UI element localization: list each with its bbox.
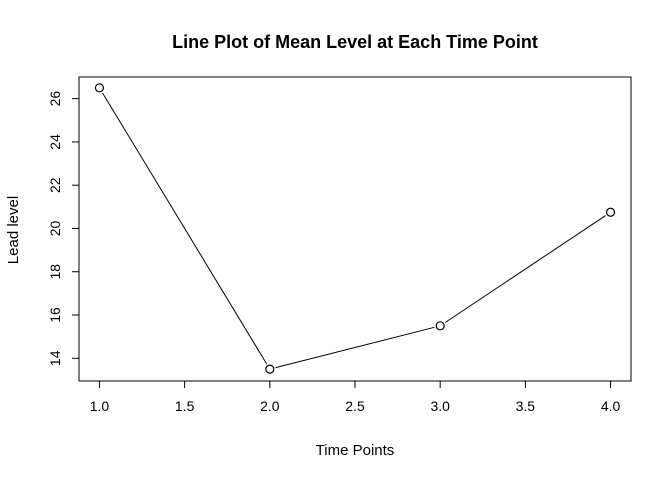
chart-title: Line Plot of Mean Level at Each Time Poi… (172, 32, 538, 52)
y-tick-label: 16 (47, 307, 63, 323)
data-point (435, 321, 445, 331)
x-tick-label: 2.5 (345, 398, 365, 414)
data-point (94, 83, 105, 93)
x-tick-label: 3.5 (516, 398, 536, 414)
x-tick-label: 4.0 (601, 398, 621, 414)
x-tick-label: 2.0 (260, 398, 280, 414)
series-layer (94, 83, 616, 374)
x-axis: 1.0 1.5 2.0 2.5 3.0 3.5 4.0 (90, 380, 621, 414)
data-point (605, 207, 616, 217)
plot-frame (78, 76, 632, 382)
y-tick-label: 24 (47, 134, 63, 150)
series-line-segment (102, 92, 268, 365)
x-tick-label: 3.0 (430, 398, 450, 414)
data-point (265, 364, 275, 374)
x-axis-label: Time Points (316, 442, 395, 459)
series-line-segment (275, 326, 435, 369)
y-tick-label: 14 (47, 350, 63, 366)
series-line-segment (444, 215, 606, 323)
y-axis: 14 16 18 20 22 24 26 (47, 91, 80, 366)
y-tick-label: 26 (47, 91, 63, 107)
y-tick-label: 22 (47, 177, 63, 193)
y-tick-label: 18 (47, 264, 63, 280)
y-axis-label: Lead level (5, 196, 22, 264)
x-tick-label: 1.0 (90, 398, 110, 414)
x-tick-label: 1.5 (175, 398, 195, 414)
y-tick-label: 20 (47, 220, 63, 236)
